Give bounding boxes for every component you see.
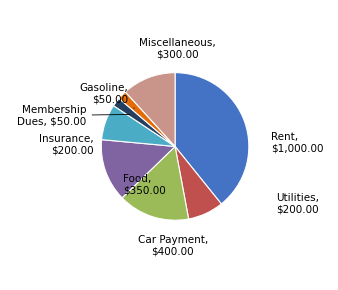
Text: Food,
$350.00: Food, $350.00 xyxy=(123,174,166,196)
Text: Insurance,
$200.00: Insurance, $200.00 xyxy=(39,134,94,156)
Wedge shape xyxy=(175,146,221,219)
Wedge shape xyxy=(102,106,175,146)
Text: Miscellaneous,
$300.00: Miscellaneous, $300.00 xyxy=(139,38,216,59)
Wedge shape xyxy=(122,146,189,220)
Text: Utilities,
$200.00: Utilities, $200.00 xyxy=(276,193,319,215)
Text: Membership
Dues, $50.00: Membership Dues, $50.00 xyxy=(17,105,130,126)
Wedge shape xyxy=(101,140,175,198)
Text: Rent,
$1,000.00: Rent, $1,000.00 xyxy=(271,132,323,154)
Wedge shape xyxy=(119,92,175,146)
Wedge shape xyxy=(175,73,249,204)
Wedge shape xyxy=(125,73,175,146)
Wedge shape xyxy=(114,98,175,146)
Text: Car Payment,
$400.00: Car Payment, $400.00 xyxy=(138,235,208,257)
Text: Gasoline,
$50.00: Gasoline, $50.00 xyxy=(80,83,135,108)
